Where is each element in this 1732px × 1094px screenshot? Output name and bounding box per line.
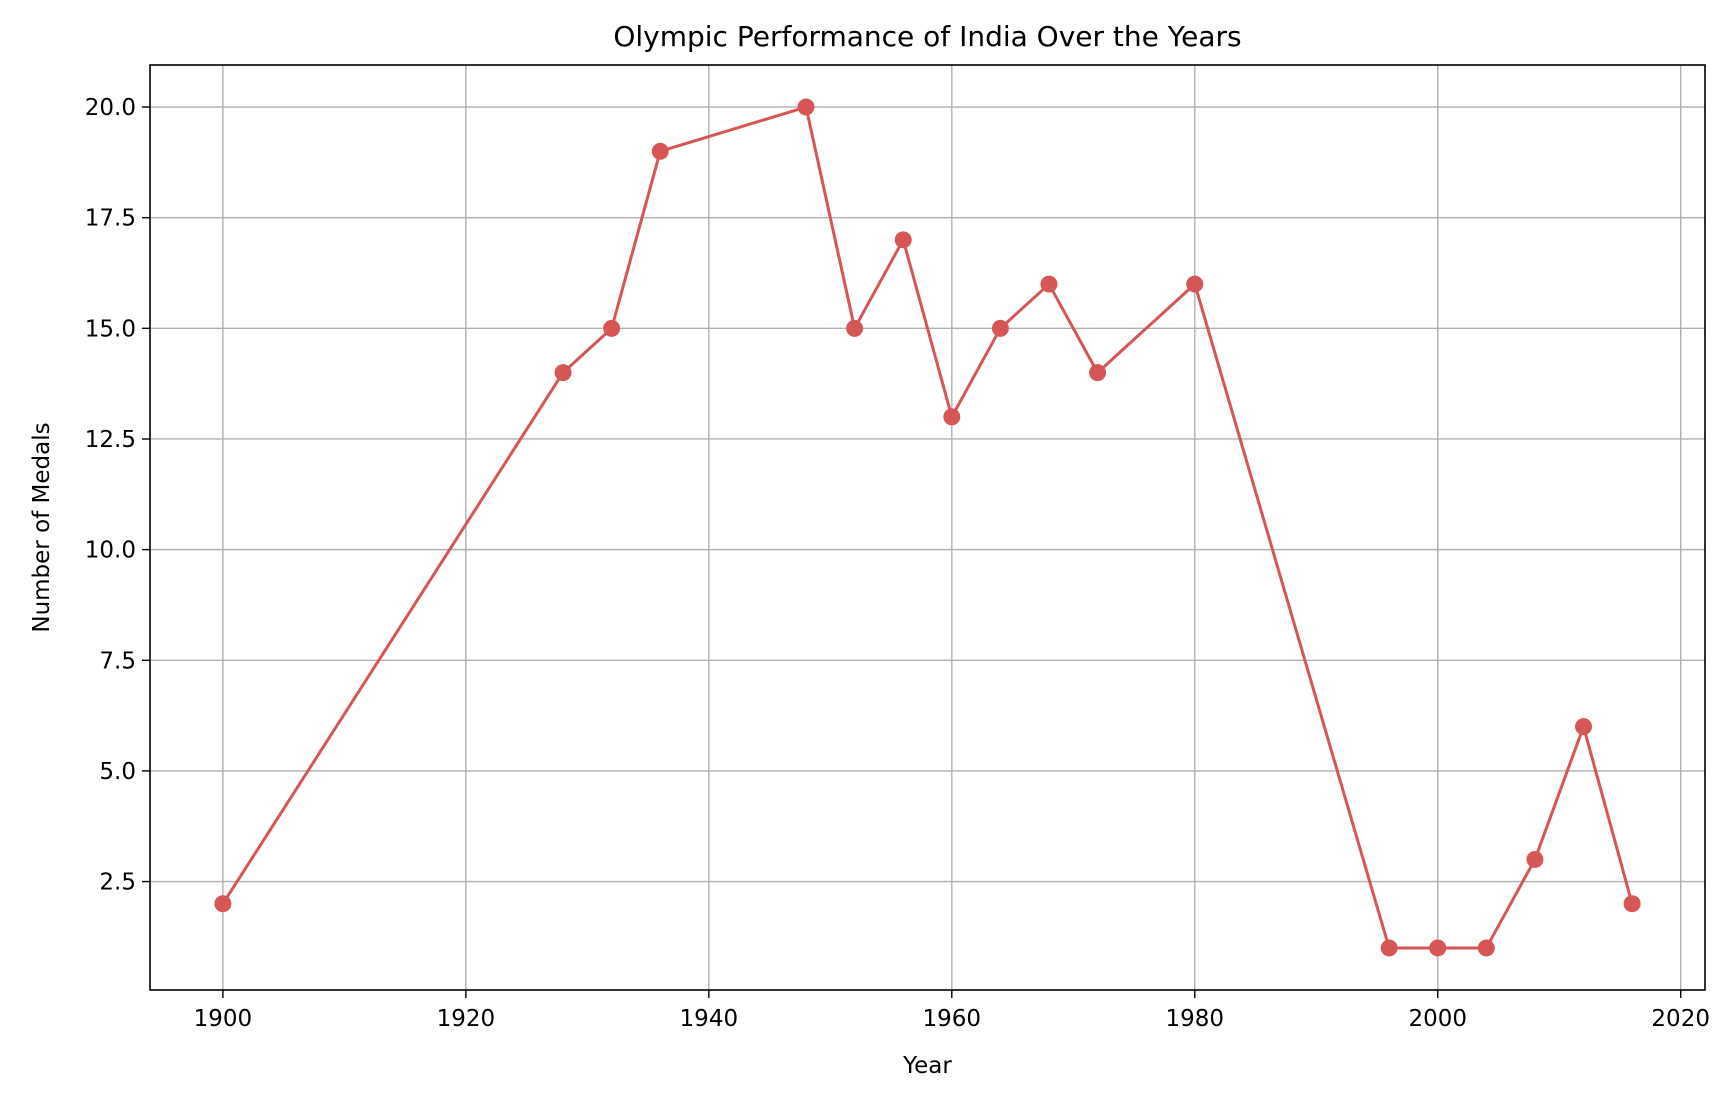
y-tick-label: 17.5 [85,206,136,232]
x-tick-label: 1900 [194,1006,253,1032]
y-tick-label: 15.0 [85,316,136,342]
series-line-group [221,105,1634,950]
data-point [1089,364,1107,382]
data-point [1623,895,1641,913]
data-point [894,231,912,249]
y-tick-label: 2.5 [99,870,136,896]
data-point [603,319,621,337]
data-point [651,142,669,160]
x-axis-label: Year [902,1053,952,1079]
y-tick-label: 12.5 [85,427,136,453]
y-tick-label: 20.0 [85,95,136,121]
data-point [214,895,232,913]
data-point [1526,850,1544,868]
y-tick-label: 5.0 [99,759,136,785]
x-tick-label: 1960 [923,1006,982,1032]
data-point [943,408,961,426]
data-point [554,364,572,382]
x-tick-label: 1940 [680,1006,739,1032]
y-axis-label: Number of Medals [29,422,55,632]
x-axis-ticks: 1900 1920 1940 1960 1980 2000 2020 [194,990,1710,1032]
y-tick-label: 7.5 [99,648,136,674]
data-point [797,98,815,116]
data-point [1429,939,1447,957]
y-axis-ticks: 2.5 5.0 7.5 10.0 12.5 15.0 17.5 20.0 [85,95,150,896]
series-line [221,105,1634,950]
y-tick-label: 10.0 [85,538,136,564]
data-point [846,319,864,337]
x-tick-label: 2000 [1408,1006,1467,1032]
data-point [1040,275,1058,293]
data-point [1575,718,1593,736]
data-point [991,319,1009,337]
data-point [1477,939,1495,957]
data-point [1380,939,1398,957]
data-point [1186,275,1204,293]
plot-frame [149,64,1706,991]
x-tick-label: 1920 [437,1006,496,1032]
chart-title: Olympic Performance of India Over the Ye… [613,20,1241,53]
x-tick-label: 1980 [1165,1006,1224,1032]
data-points-group [214,98,1641,957]
x-tick-label: 2020 [1651,1006,1710,1032]
